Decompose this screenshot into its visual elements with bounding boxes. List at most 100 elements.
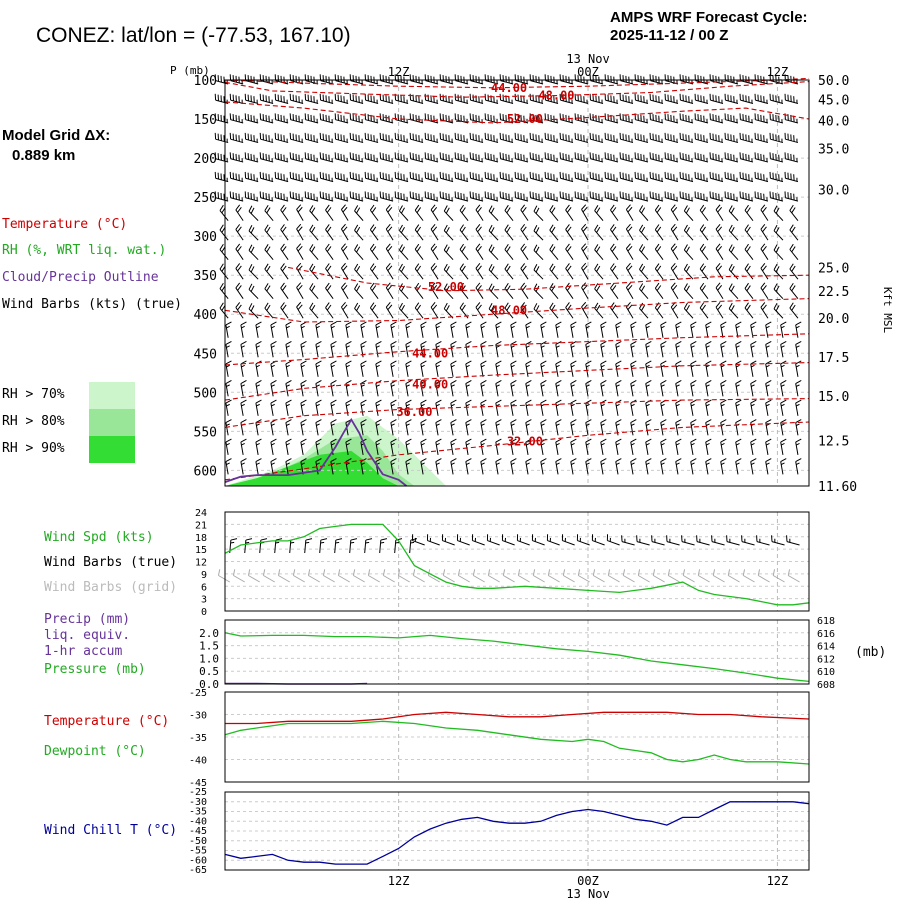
barb-staff — [705, 383, 709, 397]
windchill-tick-label: -30 — [189, 797, 207, 808]
barb-flag — [250, 246, 255, 253]
pressure-tick-label: 250 — [194, 191, 217, 206]
wind-barb-grid — [772, 569, 785, 583]
barb-flag — [345, 341, 352, 345]
barb-flag — [375, 360, 382, 365]
barb-staff — [592, 540, 605, 546]
wind-barb — [585, 360, 592, 377]
isotherm-label: 36.00 — [396, 405, 432, 419]
wind-barb — [424, 93, 439, 105]
barb-staff — [255, 422, 259, 436]
wind-barb-true — [516, 534, 530, 546]
barb-half-flag — [346, 325, 350, 329]
barb-staff — [680, 80, 694, 85]
barb-half-flag — [721, 325, 725, 329]
barb-flag — [281, 304, 287, 311]
barb-flag — [405, 438, 412, 443]
wind-barb — [420, 458, 427, 475]
barb-staff — [533, 575, 545, 583]
barb-flag — [255, 380, 262, 384]
barb-half-flag — [676, 364, 680, 368]
barb-staff — [720, 344, 724, 358]
barb-half-flag — [301, 364, 305, 368]
barb-half-flag — [766, 403, 770, 407]
wind-barb — [728, 302, 739, 319]
barb-flag — [656, 246, 662, 252]
wind-barb — [280, 302, 289, 319]
wind-barb-grid — [592, 569, 605, 583]
wind-barb — [495, 321, 502, 338]
barb-flag — [405, 321, 412, 326]
barb-flag — [385, 301, 391, 308]
barb-staff — [705, 324, 709, 338]
barb-half-flag — [226, 384, 230, 387]
barb-staff — [594, 210, 604, 221]
legend-wind-barbs-grid: Wind Barbs (grid) — [44, 580, 178, 595]
wind-barb — [780, 419, 787, 436]
barb-half-flag — [616, 345, 620, 348]
barb-flag — [325, 302, 330, 308]
barb-flag — [551, 265, 556, 272]
wind-barb — [244, 93, 259, 105]
wind-barb — [699, 263, 709, 280]
barb-flag — [639, 244, 644, 251]
barb-staff — [760, 228, 769, 241]
barb-staff — [630, 461, 634, 475]
barb-flag — [465, 399, 472, 404]
barb-flag — [240, 380, 247, 384]
barb-staff — [325, 268, 334, 280]
barb-flag — [375, 458, 382, 463]
barb-staff — [410, 197, 424, 202]
barb-flag — [504, 243, 509, 250]
barb-flag — [342, 226, 348, 232]
barb-staff — [515, 138, 529, 144]
wind-barb — [488, 263, 499, 280]
barb-flag — [435, 341, 442, 345]
barb-flag — [354, 263, 359, 270]
barb-half-flag — [275, 541, 280, 544]
barb-staff — [275, 99, 289, 105]
barb-half-flag — [316, 364, 320, 368]
barb-staff — [698, 575, 710, 583]
barb-staff — [450, 344, 454, 358]
wind-barb — [600, 458, 607, 475]
barb-flag — [660, 380, 667, 384]
barb-staff — [581, 228, 589, 241]
barb-half-flag — [451, 462, 455, 465]
wind-barb — [750, 419, 757, 436]
wind-barb — [610, 263, 619, 280]
barb-flag — [627, 265, 633, 271]
wind-barb — [600, 341, 607, 358]
barb-half-flag — [301, 384, 305, 387]
barb-staff — [615, 344, 619, 358]
barb-half-flag — [511, 384, 515, 387]
barb-half-flag — [391, 384, 395, 387]
wind-barb — [385, 223, 394, 241]
wind-barb — [315, 360, 322, 377]
barb-flag — [715, 223, 721, 230]
barb-staff — [425, 177, 439, 183]
barb-flag — [371, 246, 377, 252]
barb-flag — [326, 304, 332, 311]
barb-staff — [770, 80, 784, 85]
barb-staff — [670, 306, 679, 319]
barb-staff — [795, 383, 799, 397]
barb-flag — [490, 305, 495, 312]
barb-flag — [699, 282, 705, 289]
barb-flag — [791, 265, 796, 272]
wind-barb — [690, 399, 697, 416]
barb-staff — [369, 209, 379, 221]
wind-barb — [750, 438, 757, 455]
barb-flag — [581, 262, 587, 269]
barb-half-flag — [241, 345, 245, 348]
wind-barb — [705, 458, 712, 475]
barb-flag — [326, 285, 332, 291]
barb-flag — [320, 538, 328, 541]
barb-flag — [585, 341, 592, 345]
barb-flag — [549, 204, 554, 211]
barb-staff — [660, 422, 664, 436]
barb-staff — [549, 229, 559, 241]
barb-staff — [280, 268, 289, 280]
wind-barb-true — [364, 538, 373, 554]
barb-flag — [375, 341, 382, 345]
